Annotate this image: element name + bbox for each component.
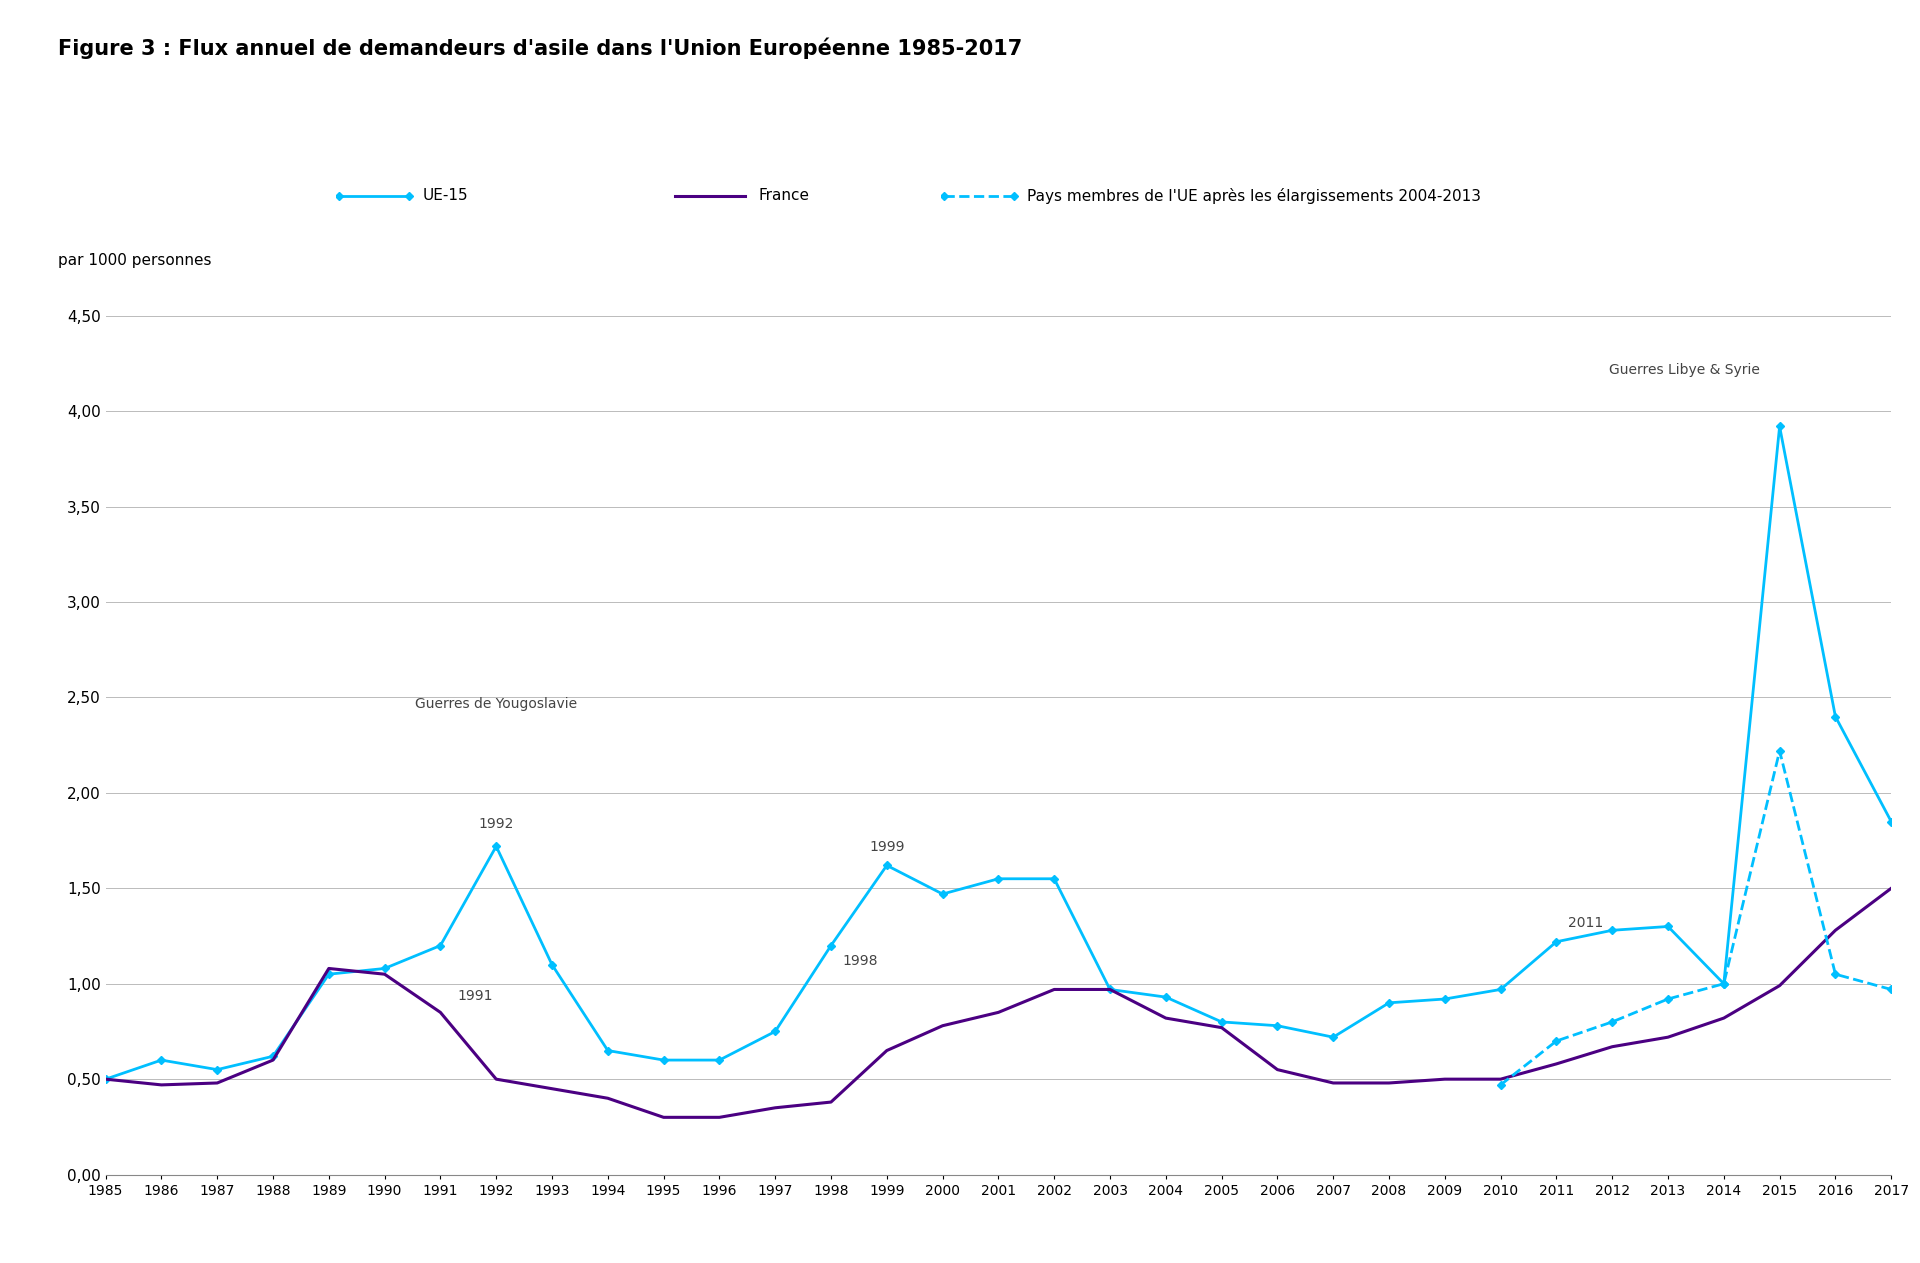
Text: Figure 3 : Flux annuel de demandeurs d'asile dans l'Union Européenne 1985-2017: Figure 3 : Flux annuel de demandeurs d'a… xyxy=(58,38,1021,59)
Text: UE-15: UE-15 xyxy=(422,188,468,203)
Text: 1999: 1999 xyxy=(870,840,904,854)
Text: Guerres de Yougoslavie: Guerres de Yougoslavie xyxy=(415,697,578,711)
Text: 2011: 2011 xyxy=(1567,916,1603,931)
Text: Guerres Libye & Syrie: Guerres Libye & Syrie xyxy=(1609,362,1761,376)
Text: 1991: 1991 xyxy=(457,989,493,1003)
Text: 1992: 1992 xyxy=(478,817,515,831)
Text: 1998: 1998 xyxy=(843,955,877,969)
Text: France: France xyxy=(758,188,810,203)
Text: Pays membres de l'UE après les élargissements 2004-2013: Pays membres de l'UE après les élargisse… xyxy=(1027,188,1480,203)
Text: par 1000 personnes: par 1000 personnes xyxy=(58,253,211,268)
